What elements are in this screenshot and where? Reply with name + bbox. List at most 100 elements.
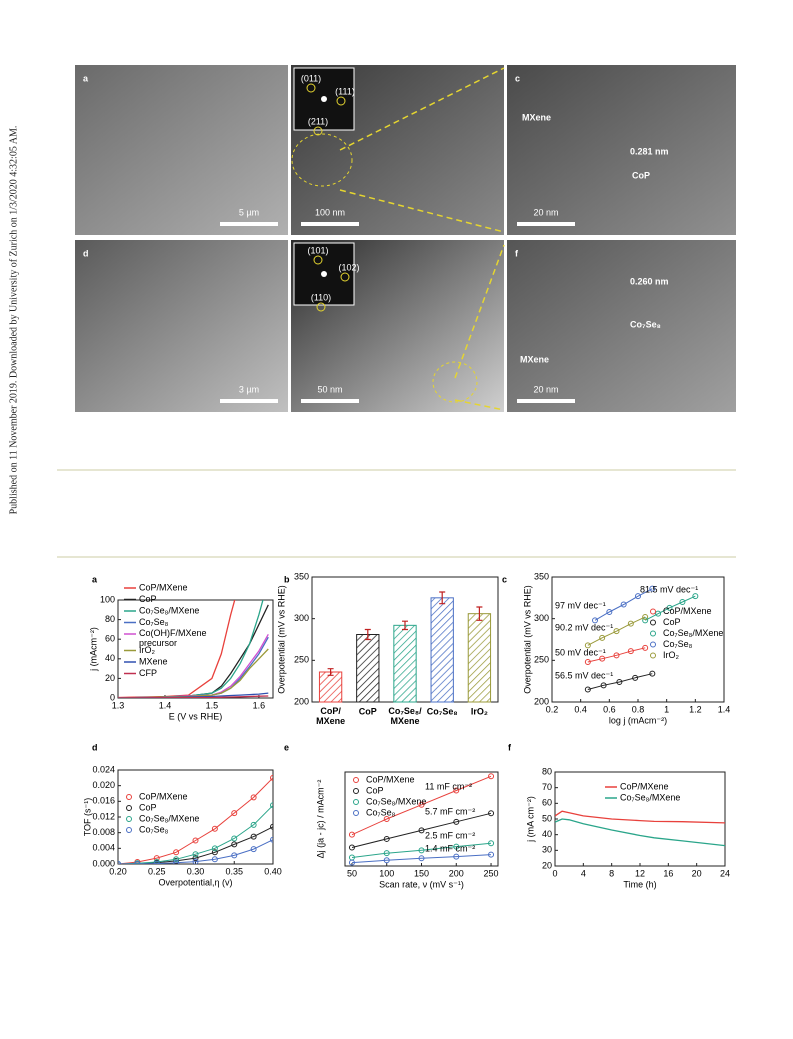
x-tick-label: 1.3 xyxy=(112,700,125,710)
data-point xyxy=(488,810,495,817)
data-point xyxy=(348,831,355,838)
panel-label: b xyxy=(284,574,290,584)
bar xyxy=(467,613,492,703)
panel-label: d xyxy=(83,248,89,258)
legend-label: Co₇Se₈/MXene xyxy=(366,796,426,806)
legend-label: CoP/MXene xyxy=(139,582,188,592)
y-tick-label: 0.004 xyxy=(92,843,115,853)
data-point xyxy=(599,655,606,662)
y-tick-label: 300 xyxy=(294,613,309,623)
x-axis-label: Time (h) xyxy=(623,879,656,889)
fft-index: (101) xyxy=(307,245,328,255)
legend-label: Co₇Se₈ xyxy=(663,639,693,649)
panel-label: c xyxy=(502,574,507,584)
series-line xyxy=(351,854,492,864)
annotation: 5.7 mF cm⁻² xyxy=(425,806,475,816)
data-point xyxy=(692,593,699,600)
data-point xyxy=(173,859,180,864)
bar xyxy=(356,634,380,703)
data-point xyxy=(606,609,613,615)
y-axis-label: Overpotential (mV vs RHE) xyxy=(522,585,532,694)
fft-index: (110) xyxy=(311,292,331,302)
panel-label: a xyxy=(92,574,98,584)
x-tick-label: 0.35 xyxy=(225,866,243,876)
x-tick-label: 0.6 xyxy=(603,704,616,714)
legend-label: CoP xyxy=(139,594,157,604)
scale-bar-label: 20 nm xyxy=(533,384,558,394)
data-point xyxy=(418,855,425,862)
legend-label: Co₇Se₈/MXene xyxy=(663,628,723,638)
series-line xyxy=(587,673,653,690)
legend-marker xyxy=(353,788,359,794)
legend-marker xyxy=(353,799,359,805)
legend-marker xyxy=(126,816,132,822)
data-point xyxy=(383,835,390,842)
legend-label: CoP xyxy=(663,617,681,627)
data-point xyxy=(418,827,425,834)
legend-label: Co₇Se₈/MXene xyxy=(139,813,199,823)
x-tick-label: 0.25 xyxy=(148,866,166,876)
legend-marker xyxy=(650,630,656,637)
annotation: 81.5 mV dec⁻¹ xyxy=(640,584,698,594)
data-point xyxy=(600,682,607,689)
x-axis-label: E (V vs RHE) xyxy=(169,711,223,721)
data-point xyxy=(632,674,639,681)
legend-marker xyxy=(353,777,359,783)
y-tick-label: 0.024 xyxy=(92,764,115,774)
x-tick-label: 0.30 xyxy=(187,866,205,876)
x-axis-label: Scan rate, ν (mV s⁻¹) xyxy=(379,879,464,889)
series-line xyxy=(587,616,646,646)
x-tick-label: 1 xyxy=(664,704,669,714)
legend-label: Co(OH)F/MXene precursor xyxy=(139,628,207,648)
fft-inset xyxy=(293,242,355,306)
series-line xyxy=(351,812,492,848)
x-tick-label: 250 xyxy=(484,868,499,878)
data-point xyxy=(655,610,662,617)
y-tick-label: 40 xyxy=(542,829,552,839)
y-tick-label: 40 xyxy=(105,653,115,663)
y-tick-label: 50 xyxy=(542,813,552,823)
legend-label: Co₇Se₈ xyxy=(139,824,169,834)
legend-label: CoP/MXene xyxy=(366,774,415,784)
error-bar xyxy=(439,591,446,605)
legend-marker xyxy=(126,805,132,811)
x-tick-label: 1.4 xyxy=(718,704,731,714)
data-point xyxy=(627,648,634,655)
micrograph xyxy=(507,65,736,235)
x-tick-label: 0.2 xyxy=(546,704,559,714)
watermark: Published on 11 November 2019. Downloade… xyxy=(8,126,19,515)
data-point xyxy=(250,833,257,840)
scale-bar xyxy=(517,222,575,226)
error-bar xyxy=(402,620,408,631)
zoom-line xyxy=(339,67,505,151)
x-tick-label: CoP xyxy=(359,706,377,716)
x-axis-label: log j (mAcm⁻²) xyxy=(609,715,667,725)
zoom-line xyxy=(339,189,505,233)
data-point xyxy=(134,861,141,864)
image-label: 0.281 nm xyxy=(630,146,669,156)
x-tick-label: 0.8 xyxy=(632,704,645,714)
data-point xyxy=(383,816,390,822)
scale-bar xyxy=(301,222,359,226)
error-bar xyxy=(364,628,371,641)
data-point xyxy=(383,857,390,864)
legend-label: Co₇Se₈ xyxy=(366,807,396,817)
data-point xyxy=(348,859,355,866)
legend-label: CoP/MXene xyxy=(620,781,669,791)
y-tick-label: 300 xyxy=(534,613,549,623)
scale-bar xyxy=(220,399,278,403)
series-line xyxy=(555,810,725,824)
y-tick-label: 200 xyxy=(534,696,549,706)
y-tick-label: 60 xyxy=(105,634,115,644)
fft-index: (011) xyxy=(301,73,321,83)
data-point xyxy=(649,670,656,677)
series-line xyxy=(555,818,725,847)
data-point xyxy=(584,686,591,693)
data-point xyxy=(613,652,620,659)
data-point xyxy=(679,599,686,605)
y-tick-label: 0.000 xyxy=(92,858,115,868)
x-tick-label: 12 xyxy=(635,868,645,878)
data-point xyxy=(627,620,634,627)
data-point xyxy=(173,856,180,863)
